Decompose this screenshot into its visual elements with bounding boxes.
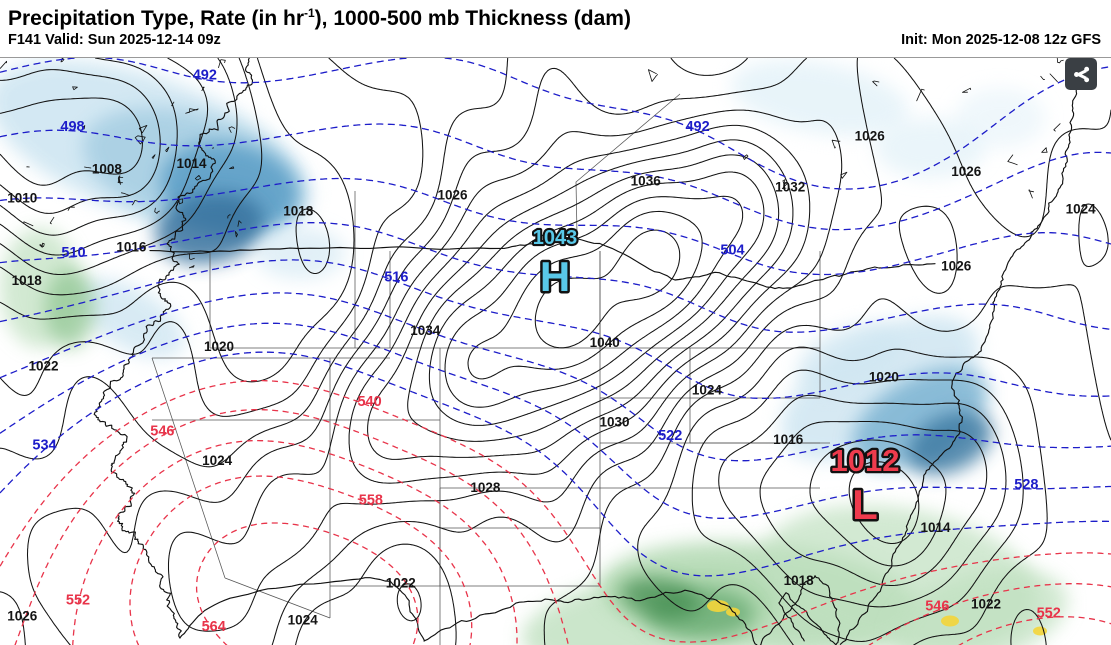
svg-text:1012: 1012	[831, 443, 900, 478]
svg-text:1014: 1014	[176, 156, 207, 171]
svg-text:534: 534	[32, 437, 56, 453]
svg-text:1008: 1008	[92, 161, 123, 176]
svg-text:1028: 1028	[470, 480, 501, 495]
svg-text:564: 564	[202, 619, 226, 635]
svg-text:1032: 1032	[775, 180, 805, 195]
svg-text:498: 498	[60, 119, 84, 135]
svg-text:504: 504	[720, 242, 744, 258]
svg-text:1030: 1030	[599, 414, 629, 429]
svg-text:1022: 1022	[28, 359, 58, 374]
svg-text:1024: 1024	[1066, 201, 1097, 216]
svg-text:528: 528	[1014, 477, 1038, 493]
svg-text:1043: 1043	[533, 227, 578, 249]
svg-text:510: 510	[61, 245, 85, 261]
svg-text:1026: 1026	[7, 608, 38, 623]
svg-text:1026: 1026	[855, 129, 886, 144]
svg-text:1022: 1022	[386, 576, 416, 591]
svg-text:1026: 1026	[951, 164, 982, 179]
svg-text:1034: 1034	[410, 323, 441, 338]
svg-text:522: 522	[658, 428, 682, 444]
svg-text:1018: 1018	[784, 573, 815, 588]
svg-text:540: 540	[357, 394, 381, 410]
svg-text:1026: 1026	[941, 258, 972, 273]
svg-text:552: 552	[1037, 606, 1061, 622]
svg-text:1020: 1020	[204, 339, 234, 354]
svg-text:1016: 1016	[773, 432, 804, 447]
svg-text:546: 546	[925, 598, 949, 614]
svg-text:1018: 1018	[12, 273, 43, 288]
svg-text:1018: 1018	[283, 204, 314, 219]
svg-text:516: 516	[384, 269, 408, 285]
svg-text:1024: 1024	[288, 612, 319, 627]
svg-text:1022: 1022	[971, 597, 1001, 612]
svg-text:1010: 1010	[7, 191, 37, 206]
svg-text:L: L	[852, 481, 878, 528]
svg-text:1040: 1040	[590, 335, 620, 350]
svg-text:H: H	[540, 253, 570, 300]
svg-text:558: 558	[359, 492, 383, 508]
svg-text:492: 492	[193, 68, 217, 84]
svg-text:546: 546	[150, 424, 174, 440]
svg-text:1020: 1020	[869, 370, 899, 385]
svg-text:552: 552	[66, 593, 90, 609]
svg-text:1036: 1036	[631, 174, 662, 189]
svg-text:1016: 1016	[116, 240, 147, 255]
svg-text:1024: 1024	[692, 382, 723, 397]
svg-text:1026: 1026	[437, 188, 468, 203]
svg-text:492: 492	[685, 119, 709, 135]
svg-text:1014: 1014	[920, 520, 951, 535]
svg-text:1024: 1024	[202, 453, 233, 468]
